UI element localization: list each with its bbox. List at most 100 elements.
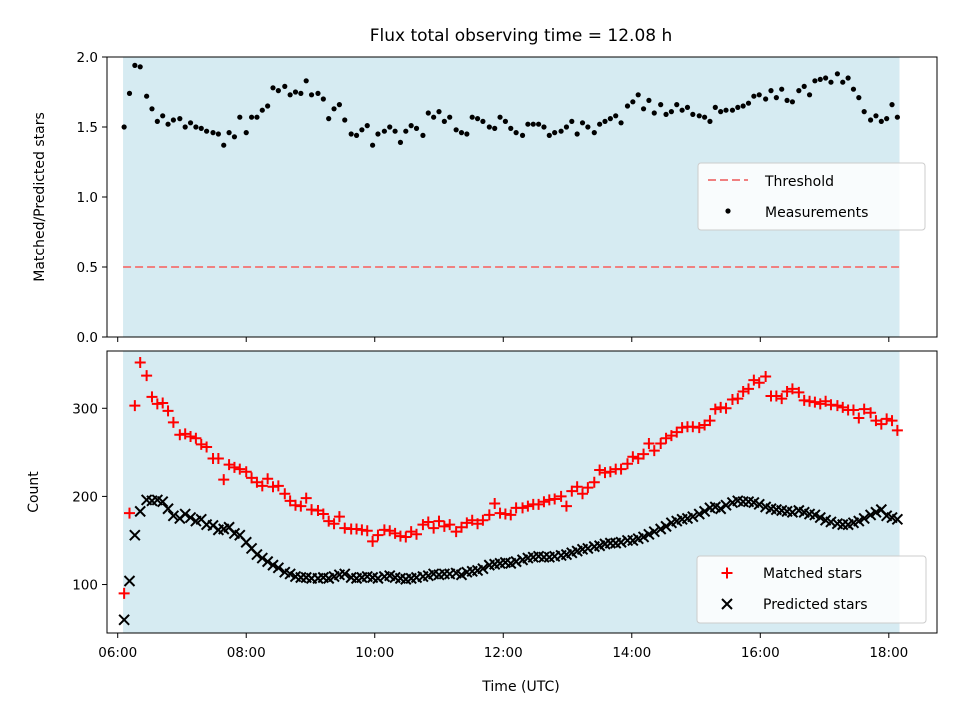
measurement-point: [740, 103, 746, 109]
measurement-point: [408, 123, 414, 129]
measurement-point: [607, 116, 613, 122]
ratio-ytick-label: 2.0: [77, 50, 98, 66]
matched-star-point: [770, 390, 782, 402]
predicted-star-point: [156, 495, 169, 508]
count-xtick-label: 06:00: [98, 645, 137, 661]
measurement-point: [492, 125, 498, 131]
matched-star-point: [190, 432, 202, 444]
count-xtick-label: 18:00: [869, 645, 908, 661]
matched-star-point: [129, 400, 141, 412]
measurement-point: [707, 118, 713, 124]
measurement-point: [812, 78, 818, 84]
matched-star-point: [594, 464, 606, 476]
matched-star-point: [875, 418, 887, 430]
measurement-point: [413, 125, 420, 131]
matched-star-point: [627, 451, 639, 463]
measurement-point: [254, 114, 260, 120]
matched-star-point: [317, 508, 329, 520]
measurement-point: [745, 100, 752, 106]
measurement-point: [237, 114, 243, 120]
measurement-point: [591, 130, 597, 136]
measurement-point: [259, 107, 265, 113]
matched-star-point: [444, 519, 456, 531]
measurement-point: [817, 76, 823, 82]
bottom-y-axis-label: Count: [26, 471, 42, 513]
measurement-point: [282, 83, 288, 89]
matched-star-point: [157, 397, 169, 409]
predicted-star-point: [615, 536, 627, 548]
matched-star-point: [179, 428, 191, 440]
matched-star-point: [814, 398, 826, 410]
measurement-point: [231, 134, 238, 140]
predicted-star-point: [648, 525, 660, 538]
measurement-point: [546, 132, 552, 138]
measurement-point: [850, 86, 857, 92]
legend-measurements-swatch: [725, 208, 731, 214]
matched-star-point: [295, 500, 307, 512]
measurement-point: [215, 131, 221, 137]
measurement-point: [342, 117, 348, 123]
predicted-star-point: [184, 511, 197, 524]
predicted-star-point: [372, 572, 384, 585]
measurement-point: [403, 128, 409, 134]
matched-star-point: [372, 529, 384, 541]
measurement-point: [315, 90, 321, 96]
measurement-point: [392, 128, 398, 134]
measurement-point: [502, 118, 508, 124]
matched-star-point: [433, 515, 445, 527]
measurement-point: [873, 113, 879, 119]
predicted-star-point: [118, 614, 130, 626]
matched-star-point: [709, 403, 721, 415]
measurement-point: [149, 106, 155, 112]
predicted-star-point: [753, 498, 765, 511]
top-y-axis-label: Matched/Predicted stars: [32, 112, 48, 282]
measurement-point: [585, 124, 591, 130]
measurement-point: [840, 79, 846, 85]
matched-star-point: [781, 386, 793, 398]
measurement-point: [160, 113, 166, 119]
measurement-point: [684, 104, 691, 110]
measurement-point: [182, 124, 188, 130]
legend-matched-swatch: [721, 567, 733, 579]
measurement-point: [658, 102, 664, 108]
matched-star-point: [582, 482, 594, 494]
predicted-star-point: [272, 562, 285, 574]
measurement-point: [530, 121, 536, 127]
measurement-point: [651, 110, 657, 116]
measurement-point: [387, 124, 393, 130]
count-xtick-label: 14:00: [612, 645, 651, 661]
measurement-point: [663, 111, 669, 117]
matched-star-point: [489, 497, 501, 509]
predicted-star-point: [698, 505, 711, 518]
matched-star-point: [400, 531, 412, 543]
predicted-star-point: [858, 512, 870, 525]
matched-star-point: [743, 383, 755, 395]
matched-star-point: [201, 441, 213, 453]
matched-star-point: [831, 400, 843, 412]
measurement-point: [597, 121, 603, 127]
measurement-point: [447, 114, 453, 120]
measurement-point: [878, 118, 884, 124]
matched-star-point: [212, 453, 224, 465]
predicted-star-point: [477, 562, 489, 575]
predicted-star-point: [720, 499, 732, 511]
count-xtick-label: 12:00: [484, 645, 523, 661]
matched-star-point: [571, 481, 583, 493]
matched-star-point: [417, 519, 429, 531]
measurement-point: [243, 130, 249, 136]
measurement-point: [270, 85, 276, 91]
matched-star-point: [891, 424, 903, 436]
measurement-point: [563, 124, 570, 130]
measurement-point: [735, 104, 741, 110]
matched-star-point: [847, 404, 859, 416]
matched-star-point: [256, 480, 268, 492]
measurement-point: [381, 128, 387, 134]
predicted-star-point: [134, 505, 146, 518]
measurement-point: [856, 95, 862, 101]
measurement-point: [126, 90, 133, 96]
matched-star-point: [538, 496, 550, 508]
measurement-point: [702, 114, 708, 120]
x-axis-label: Time (UTC): [481, 679, 559, 695]
measurement-point: [768, 88, 774, 94]
matched-star-point: [234, 463, 246, 475]
